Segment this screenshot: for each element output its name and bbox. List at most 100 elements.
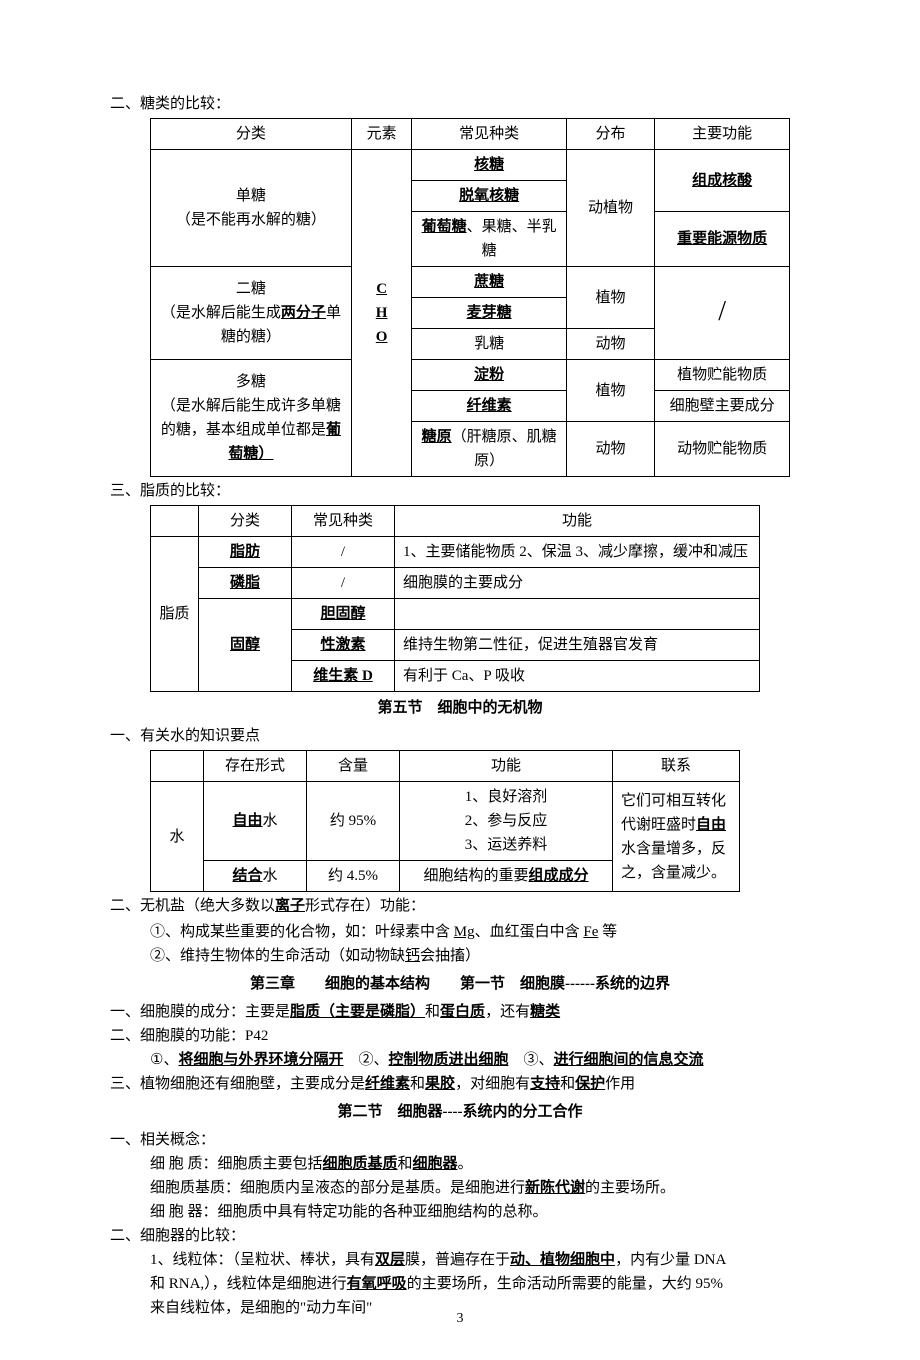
mono-cat: 单糖 （是不能再水解的糖） xyxy=(151,150,352,267)
poly-d1: 植物 xyxy=(566,360,654,422)
c1l2a: 细胞质基质：细胞质内呈液态的部分是基质。是细胞进行 xyxy=(150,1180,525,1196)
wf2: 2、参与反应 xyxy=(465,813,548,829)
section5-title: 第五节 细胞中的无机物 xyxy=(110,696,810,720)
p4i: 作用 xyxy=(605,1076,635,1092)
c2-l2: 和 RNA,），线粒体是细胞进行有氧呼吸的主要场所，生命活动所需要的能量，大约 … xyxy=(110,1272,810,1296)
p1b: 脂质（主要是磷脂） xyxy=(290,1004,425,1020)
mono-l2: （是不能再水解的糖） xyxy=(176,212,326,228)
poly-d2: 动物 xyxy=(566,422,654,477)
w-r2-form: 结合水 xyxy=(204,861,307,892)
mono-dist: 动植物 xyxy=(566,150,654,267)
di-l1: 二糖 xyxy=(236,281,266,297)
c1l1a: 细 胞 质：细胞质主要包括 xyxy=(150,1156,323,1172)
mono-k3: 葡萄糖、果糖、半乳糖 xyxy=(412,212,566,267)
sh-a: 二、无机盐（绝大多数以 xyxy=(110,898,275,914)
lh-blank xyxy=(151,506,199,537)
elem-val: C H O xyxy=(376,277,388,349)
l-r2-cat: 磷脂 xyxy=(199,568,292,599)
link-b: 自由 xyxy=(696,817,726,833)
c1-l3: 细 胞 器：细胞质中具有特定功能的各种亚细胞结构的总称。 xyxy=(110,1200,810,1224)
c1l1b: 细胞质基质 xyxy=(323,1156,398,1172)
p4b: 纤维素 xyxy=(365,1076,410,1092)
sl1b: Mg xyxy=(454,924,475,940)
sugar-table: 分类 元素 常见种类 分布 主要功能 单糖 （是不能再水解的糖） C H O 核… xyxy=(150,118,790,477)
free-w: 水 xyxy=(263,813,278,829)
w-r2-pct: 约 4.5% xyxy=(307,861,400,892)
lh-func: 功能 xyxy=(395,506,760,537)
di-d1: 植物 xyxy=(566,267,654,329)
c2l2a: 和 RNA,），线粒体是细胞进行 xyxy=(150,1276,347,1292)
di-l2b: 两分子 xyxy=(281,305,326,321)
l-r1-cat: 脂肪 xyxy=(199,537,292,568)
sh-c: 形式存在）功能： xyxy=(305,898,425,914)
deoxyribose: 脱氧核糖 xyxy=(459,188,519,204)
salt-l2: ②、维持生物体的生命活动（如动物缺钙会抽搐） xyxy=(110,944,810,968)
bound-w: 水 xyxy=(263,868,278,884)
p4g: 和 xyxy=(560,1076,575,1092)
p1c: 和 xyxy=(425,1004,440,1020)
mono-k2: 脱氧核糖 xyxy=(412,181,566,212)
elem-cell: C H O xyxy=(351,150,412,477)
poly-l1: 多糖 xyxy=(236,374,266,390)
p4a: 三、植物细胞还有细胞壁，主要成分是 xyxy=(110,1076,365,1092)
bound-u: 结合 xyxy=(232,868,262,884)
ch3tb: 第一节 细胞膜------系统的边界 xyxy=(460,976,670,992)
c2l1d: 动、植物细胞中 xyxy=(510,1252,615,1268)
di-k3: 乳糖 xyxy=(412,329,566,360)
c1-l2: 细胞质基质：细胞质内呈液态的部分是基质。是细胞进行新陈代谢的主要场所。 xyxy=(110,1176,810,1200)
l-r3-k1: 胆固醇 xyxy=(292,599,395,630)
ch3-p3: ①、将细胞与外界环境分隔开 ②、控制物质进出细胞 ③、进行细胞间的信息交流 xyxy=(110,1048,810,1072)
th-func: 主要功能 xyxy=(655,119,790,150)
sl2a: ②、维持生物体的生命活动（如动物缺 xyxy=(150,948,405,964)
c1l2c: 的主要场所。 xyxy=(585,1180,675,1196)
lh-kind: 常见种类 xyxy=(292,506,395,537)
ribose: 核糖 xyxy=(474,157,504,173)
di-l2a: （是水解后能生成 xyxy=(161,305,281,321)
w-r1-func: 1、良好溶剂 2、参与反应 3、运送养料 xyxy=(400,782,613,861)
wr2fb: 组成成分 xyxy=(529,868,589,884)
sterol: 固醇 xyxy=(230,637,260,653)
p1d: 蛋白质 xyxy=(440,1004,485,1020)
p4f: 支持 xyxy=(530,1076,560,1092)
c1l1c: 和 xyxy=(398,1156,413,1172)
c2l1a: 1、线粒体：（呈粒状、棒状，具有 xyxy=(150,1252,375,1268)
p3b: 将细胞与外界环境分隔开 xyxy=(178,1052,343,1068)
mono-k1: 核糖 xyxy=(412,150,566,181)
sl1a: ①、构成某些重要的化合物，如：叶绿素中含 xyxy=(150,924,454,940)
sex-hormone: 性激素 xyxy=(320,637,365,653)
poly-f1: 植物贮能物质 xyxy=(655,360,790,391)
c2-l1: 1、线粒体：（呈粒状、棒状，具有双层膜，普遍存在于动、植物细胞中，内有少量 DN… xyxy=(110,1248,810,1272)
di-f: / xyxy=(655,267,790,360)
p4d: 果胶 xyxy=(425,1076,455,1092)
water-heading: 一、有关水的知识要点 xyxy=(110,724,810,748)
p1e: ，还有 xyxy=(485,1004,530,1020)
free-u: 自由 xyxy=(232,813,262,829)
poly-k1: 淀粉 xyxy=(412,360,566,391)
water-rowlabel: 水 xyxy=(151,782,204,892)
wf3: 3、运送养料 xyxy=(465,837,548,853)
p3e: ③、 xyxy=(509,1052,554,1068)
f-energy: 重要能源物质 xyxy=(677,231,767,247)
p3d: 控制物质进出细胞 xyxy=(388,1052,508,1068)
ch3ta: 第三章 细胞的基本结构 xyxy=(250,976,430,992)
w-link: 它们可相互转化代谢旺盛时自由水含量增多，反之，含量减少。 xyxy=(613,782,740,892)
w-r1-pct: 约 95% xyxy=(307,782,400,861)
ch3-title: 第三章 细胞的基本结构 第一节 细胞膜------系统的边界 xyxy=(110,972,810,996)
glucose: 葡萄糖 xyxy=(422,219,467,235)
ch3-p1: 一、细胞膜的成分：主要是脂质（主要是磷脂）和蛋白质，还有糖类 xyxy=(110,1000,810,1024)
l-r1-func: 1、主要储能物质 2、保温 3、减少摩擦，缓冲和减压 xyxy=(395,537,760,568)
p4e: ，对细胞有 xyxy=(455,1076,530,1092)
page-number: 3 xyxy=(0,1308,920,1330)
sl1c: 、血红蛋白中含 xyxy=(475,924,584,940)
l-r3-f3: 有利于 Ca、P 吸收 xyxy=(395,661,760,692)
l-r3-k3: 维生素 D xyxy=(292,661,395,692)
lipid-heading: 三、脂质的比较： xyxy=(110,479,810,503)
c1-heading: 一、相关概念： xyxy=(110,1128,810,1152)
poly-k3: 糖原（肝糖原、肌糖原） xyxy=(412,422,566,477)
di-d2: 动物 xyxy=(566,329,654,360)
other-mono: 、果糖、半乳糖 xyxy=(467,219,557,259)
mono-f1: 组成核酸 xyxy=(655,150,790,212)
l-r1-kind: / xyxy=(292,537,395,568)
mono-f2: 重要能源物质 xyxy=(655,212,790,267)
poly-f2: 细胞壁主要成分 xyxy=(655,391,790,422)
